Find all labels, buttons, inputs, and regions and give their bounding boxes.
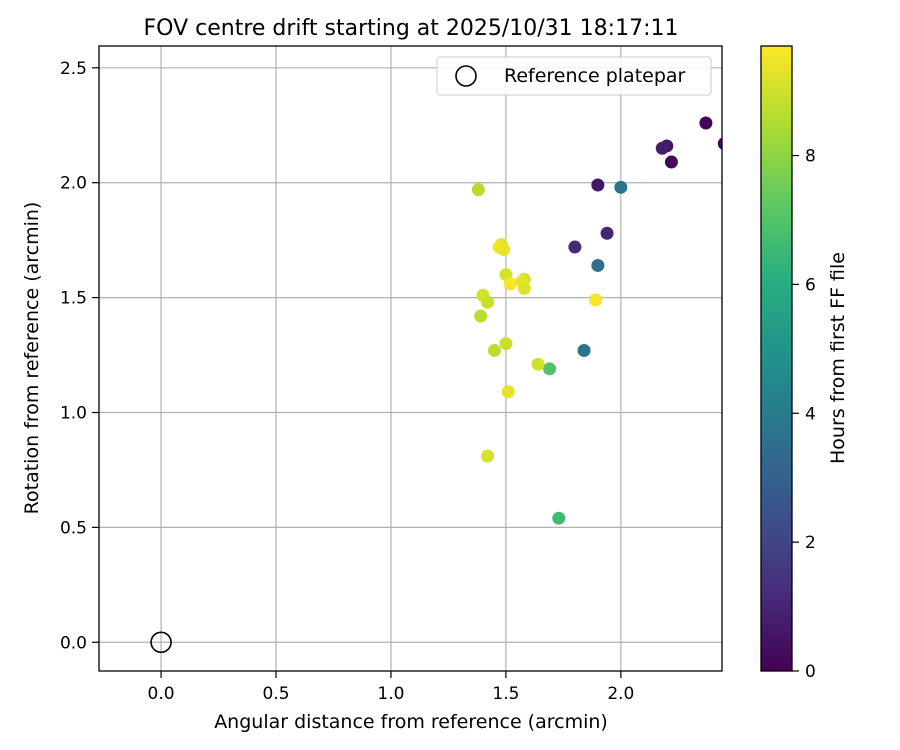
colorbar-ticks: 0 2 4 6 8 [792,147,816,682]
data-point [487,343,501,357]
data-point [471,183,485,197]
data-point [577,343,591,357]
colorbar-label: Hours from first FF file [827,252,849,464]
colorbar-gradient [760,45,793,672]
x-axis-label: Angular distance from reference (arcmin) [214,711,608,733]
colorbar-tick-label: 2 [805,533,816,553]
data-point [499,337,513,351]
x-tick-label: 0.0 [148,684,175,704]
y-axis-ticks: 0.0 0.5 1.0 1.5 2.0 2.5 [60,59,99,653]
x-tick-label: 1.5 [492,684,519,704]
data-point [504,277,518,291]
y-tick-label: 2.0 [60,174,87,194]
colorbar-tick-label: 0 [805,662,816,682]
data-point [568,240,582,254]
data-point [699,116,713,130]
x-tick-label: 2.0 [607,684,634,704]
y-tick-label: 1.0 [60,403,87,423]
data-point [474,309,488,323]
data-point [497,242,511,256]
chart-title: FOV centre drift starting at 2025/10/31 … [144,16,679,41]
data-point [481,295,495,309]
y-axis-label: Rotation from reference (arcmin) [21,202,43,515]
data-points [471,116,722,525]
data-point [591,258,605,272]
x-tick-label: 1.0 [377,684,404,704]
data-point [589,293,603,307]
data-point [543,362,557,376]
reference-platepar-marker [150,631,172,654]
colorbar-tick-label: 4 [805,404,816,424]
data-point [531,357,545,371]
data-point [600,226,614,240]
y-tick-label: 0.0 [60,633,87,653]
data-point [481,449,495,463]
x-axis-ticks: 0.0 0.5 1.0 1.5 2.0 [148,671,634,704]
data-point [664,155,678,169]
data-point [614,180,628,194]
data-point [501,385,515,399]
colorbar-tick-label: 6 [805,275,816,295]
legend-label: Reference platepar [504,65,686,87]
data-point [552,511,566,525]
colorbar: 0 2 4 6 8 Hours from first FF file [760,45,849,682]
legend-marker-icon [455,65,477,87]
y-tick-label: 2.5 [60,59,87,79]
plot-frame [98,45,723,672]
legend-box [436,56,712,96]
y-tick-label: 0.5 [60,518,87,538]
x-tick-label: 0.5 [262,684,289,704]
legend: Reference platepar [436,56,712,96]
data-point [655,141,669,155]
colorbar-tick-label: 8 [805,147,816,167]
data-point [517,281,531,295]
y-tick-label: 1.5 [60,289,87,309]
data-point [717,137,722,150]
grid-lines [99,46,722,671]
data-point [591,178,605,192]
